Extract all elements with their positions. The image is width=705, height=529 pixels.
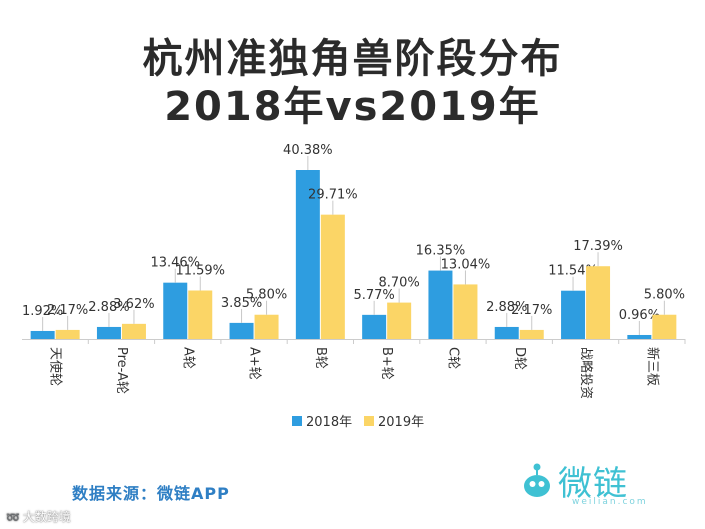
data-label-2019-6: 8.70% [378,276,419,291]
bar-2019-9 [586,266,611,339]
watermark-logo-icon: ➿ [6,511,20,524]
bar-2018-7 [428,270,453,339]
data-label-2018-6: 5.77% [353,288,394,303]
legend-swatch-2018 [292,416,302,426]
data-label-2018-2: 2.88% [88,300,129,315]
data-label-2019-8: 2.17% [511,303,552,318]
legend-swatch-2019 [364,416,374,426]
legend-label-2019: 2019年 [378,415,424,430]
x-tick-label-9: 战略投资 [578,347,594,399]
bar-2019-4 [254,314,279,339]
x-tick-label-1: 天使轮 [48,347,64,386]
data-label-2018-4: 3.85% [221,296,262,311]
chart-title-line-2: 2018年vs2019年 [164,84,541,130]
x-tick-label-8: D轮 [512,347,527,370]
bar-2018-9 [561,290,586,339]
data-label-2019-9: 17.39% [573,239,623,254]
weilian-logo-text: 微链 [558,464,628,504]
bar-2018-6 [362,314,387,339]
data-label-2018-7: 16.35% [416,244,466,259]
watermark: ➿ 大数跨境 [6,508,71,525]
bar-2018-2 [96,326,121,339]
data-label-2019-7: 13.04% [441,257,491,272]
weilian-logo-icon [524,463,550,497]
data-label-2019-1: 2.17% [47,303,88,318]
x-tick-label-6: B+轮 [379,347,394,380]
data-label-2018-10: 0.96% [619,308,660,323]
bar-2019-6 [387,302,412,339]
x-tick-label-10: 新三板 [644,347,660,386]
data-label-2019-4: 5.80% [246,288,287,303]
bar-2019-2 [121,323,146,339]
bar-2018-5 [295,170,320,339]
bar-2018-3 [163,282,188,339]
data-label-2018-8: 2.88% [486,300,527,315]
data-label-2019-10: 5.80% [644,288,685,303]
bar-2018-10 [627,334,652,339]
bar-2019-3 [188,290,213,339]
legend-label-2018: 2018年 [306,415,352,430]
data-source-note: 数据来源：微链APP [72,484,230,503]
data-label-2019-5: 29.71% [308,188,358,203]
data-label-2018-3: 13.46% [150,256,200,271]
x-tick-label-2: Pre-A轮 [114,347,129,394]
x-tick-label-5: B轮 [313,347,328,369]
data-label-2018-9: 11.54% [548,264,598,279]
chart-title-line-1: 杭州准独角兽阶段分布 [142,36,563,82]
x-tick-label-7: C轮 [445,347,460,369]
data-label-2019-2: 3.62% [113,297,154,312]
data-label-2018-5: 40.38% [283,143,333,158]
data-label-2019-3: 11.59% [175,263,225,278]
bar-2019-7 [453,284,478,339]
weilian-logo-url: weilian.com [572,497,648,507]
bar-2018-4 [229,322,254,339]
bar-2019-1 [55,329,80,339]
bar-2019-8 [519,329,544,339]
bar-2019-5 [320,214,345,339]
bar-2018-8 [494,326,519,339]
watermark-text: 大数跨境 [22,510,71,524]
bar-2018-1 [30,330,55,339]
data-label-2018-1: 1.92% [22,304,63,319]
x-tick-label-4: A+轮 [247,347,262,380]
bar-2019-10 [652,314,677,339]
x-tick-label-3: A轮 [180,347,195,369]
